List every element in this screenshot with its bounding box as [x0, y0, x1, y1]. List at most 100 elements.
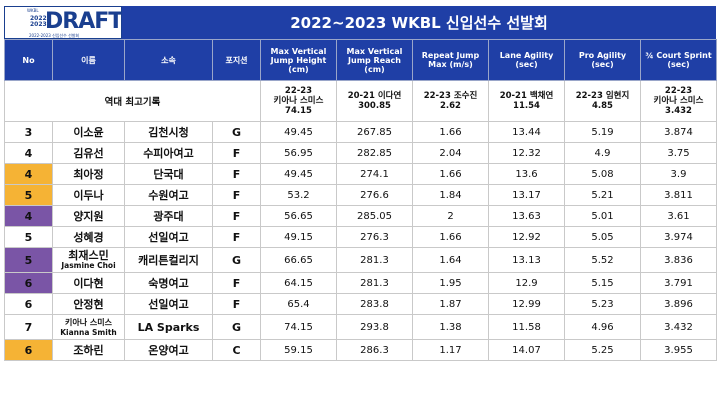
stat-value: 5.23 [564, 293, 641, 315]
stat-value: 74.15 [260, 314, 337, 340]
stat-value: 282.85 [336, 142, 413, 164]
logo-small-text: WKBL [27, 8, 39, 13]
team-name: 선일여고 [124, 226, 213, 248]
column-header: Lane Agility (sec) [488, 39, 565, 81]
column-header: 소속 [124, 39, 213, 81]
stats-table: No 이름 소속 포지션 Max Vertical Jump Height (cm) Ma… [4, 39, 717, 361]
stat-value: 56.65 [260, 205, 337, 227]
pick-number: 4 [4, 205, 53, 227]
stat-value: 3.791 [640, 272, 717, 294]
stat-value: 3.896 [640, 293, 717, 315]
team-name: 광주대 [124, 205, 213, 227]
table-row: 4 최아정 단국대 F 49.45 274.1 1.66 13.6 5.08 3.9 [4, 163, 717, 185]
stat-value: 49.45 [260, 121, 337, 143]
stat-value: 12.32 [488, 142, 565, 164]
table-row: 6 이다현 숙명여고 F 64.15 281.3 1.95 12.9 5.15 3.791 [4, 272, 717, 294]
logo-subtext: 2022-2023 신입선수 선발회 [29, 33, 80, 38]
stat-value: 53.2 [260, 184, 337, 206]
stat-value: 14.07 [488, 339, 565, 361]
record-row: 역대 최고기록 22-23 키아나 스미스 74.15 20-21 이다연 300.85… [4, 80, 717, 122]
stat-value: 3.432 [640, 314, 717, 340]
pick-number: 5 [4, 184, 53, 206]
draft-table-panel: WKBL 2022 2023 DRAFT 2022-2023 신입선수 선발회 2… [4, 6, 717, 361]
stat-value: 12.92 [488, 226, 565, 248]
stat-value: 276.3 [336, 226, 413, 248]
player-name: 최재스민 Jasmine Choi [52, 247, 125, 273]
stat-value: 13.6 [488, 163, 565, 185]
stat-value: 5.19 [564, 121, 641, 143]
table-row: 4 양지원 광주대 F 56.65 285.05 2 13.63 5.01 3.61 [4, 205, 717, 227]
position: F [212, 142, 261, 164]
player-name: 이소윤 [52, 121, 125, 143]
column-header: 포지션 [212, 39, 261, 81]
table-row: 7 키아나 스미스 Kianna Smith LA Sparks G 74.15 293.8… [4, 314, 717, 340]
stat-value: 3.955 [640, 339, 717, 361]
pick-number: 6 [4, 293, 53, 315]
logo-word: DRAFT [45, 9, 122, 34]
stat-value: 5.01 [564, 205, 641, 227]
player-name: 성혜경 [52, 226, 125, 248]
record-value: 20-21 백채연 11.54 [488, 80, 565, 122]
position: F [212, 205, 261, 227]
column-header: Pro Agility (sec) [564, 39, 641, 81]
position: F [212, 272, 261, 294]
stat-value: 5.08 [564, 163, 641, 185]
position: G [212, 247, 261, 273]
stat-value: 59.15 [260, 339, 337, 361]
stat-value: 3.61 [640, 205, 717, 227]
stat-value: 1.17 [412, 339, 489, 361]
draft-logo: WKBL 2022 2023 DRAFT 2022-2023 신입선수 선발회 [4, 6, 122, 39]
position: F [212, 184, 261, 206]
stat-value: 66.65 [260, 247, 337, 273]
stat-value: 65.4 [260, 293, 337, 315]
position: G [212, 314, 261, 340]
pick-number: 5 [4, 226, 53, 248]
stat-value: 13.44 [488, 121, 565, 143]
team-name: 김천시청 [124, 121, 213, 143]
stat-value: 11.58 [488, 314, 565, 340]
column-header: Max Vertical Jump Height (cm) [260, 39, 337, 81]
record-value: 20-21 이다연 300.85 [336, 80, 413, 122]
position: F [212, 163, 261, 185]
stat-value: 13.63 [488, 205, 565, 227]
top-bar: WKBL 2022 2023 DRAFT 2022-2023 신입선수 선발회 2… [4, 6, 716, 39]
stat-value: 5.21 [564, 184, 641, 206]
pick-number: 5 [4, 247, 53, 273]
pick-number: 4 [4, 142, 53, 164]
stat-value: 3.874 [640, 121, 717, 143]
stat-value: 3.836 [640, 247, 717, 273]
stat-value: 64.15 [260, 272, 337, 294]
stat-value: 1.66 [412, 121, 489, 143]
table-row: 3 이소윤 김천시청 G 49.45 267.85 1.66 13.44 5.19 3.874 [4, 121, 717, 143]
pick-number: 6 [4, 272, 53, 294]
stat-value: 1.84 [412, 184, 489, 206]
column-header: ¾ Court Sprint (sec) [640, 39, 717, 81]
position: C [212, 339, 261, 361]
stat-value: 3.9 [640, 163, 717, 185]
stat-value: 1.64 [412, 247, 489, 273]
stat-value: 5.05 [564, 226, 641, 248]
record-label: 역대 최고기록 [4, 80, 261, 122]
stat-value: 5.52 [564, 247, 641, 273]
position: G [212, 121, 261, 143]
stat-value: 1.66 [412, 163, 489, 185]
stat-value: 3.811 [640, 184, 717, 206]
stat-value: 276.6 [336, 184, 413, 206]
page-title: 2022~2023 WKBL 신입선수 선발회 [122, 6, 716, 39]
stat-value: 56.95 [260, 142, 337, 164]
record-value: 22-23 임현지 4.85 [564, 80, 641, 122]
player-name: 양지원 [52, 205, 125, 227]
column-header: 이름 [52, 39, 125, 81]
position: F [212, 293, 261, 315]
column-header: Max Vertical Jump Reach (cm) [336, 39, 413, 81]
team-name: 온양여고 [124, 339, 213, 361]
stat-value: 5.25 [564, 339, 641, 361]
stat-value: 286.3 [336, 339, 413, 361]
pick-number: 7 [4, 314, 53, 340]
team-name: 수피아여고 [124, 142, 213, 164]
record-value: 22-23 키아나 스미스 74.15 [260, 80, 337, 122]
table-row: 4 김유선 수피아여고 F 56.95 282.85 2.04 12.32 4.9 3.75 [4, 142, 717, 164]
record-value: 22-23 키아나 스미스 3.432 [640, 80, 717, 122]
stat-value: 283.8 [336, 293, 413, 315]
team-name: LA Sparks [124, 314, 213, 340]
